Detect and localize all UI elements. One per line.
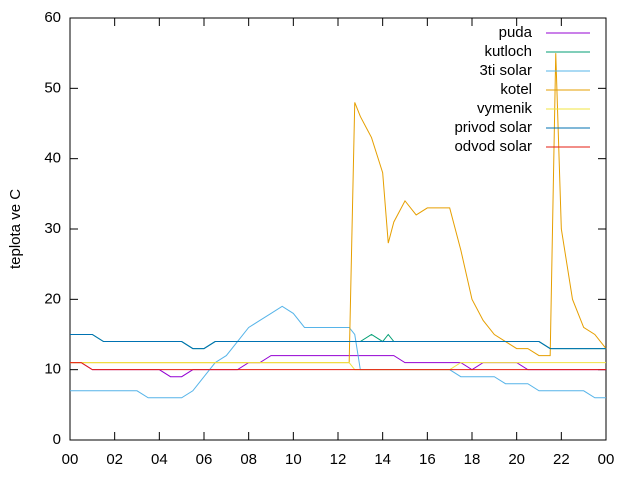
x-tick-label: 18	[464, 451, 481, 468]
y-axis-label: teplota ve C	[7, 189, 24, 269]
x-tick-label: 02	[106, 451, 123, 468]
y-tick-label: 40	[44, 150, 61, 167]
legend-label: vymenik	[477, 100, 533, 117]
legend-label: kotel	[500, 81, 532, 98]
y-tick-label: 20	[44, 290, 61, 307]
y-tick-label: 10	[44, 361, 61, 378]
y-tick-label: 50	[44, 79, 61, 96]
legend-label: odvod solar	[454, 138, 532, 155]
series-line	[70, 362, 606, 371]
y-tick-label: 30	[44, 220, 61, 237]
x-tick-label: 00	[598, 451, 615, 468]
series-line	[70, 334, 606, 350]
legend-label: kutloch	[484, 43, 532, 60]
x-tick-label: 22	[553, 451, 570, 468]
x-tick-label: 12	[330, 451, 347, 468]
x-tick-label: 10	[285, 451, 302, 468]
series-line	[70, 355, 606, 378]
y-tick-label: 60	[44, 9, 61, 26]
x-tick-label: 20	[508, 451, 525, 468]
legend-label: privod solar	[454, 119, 532, 136]
x-tick-label: 06	[196, 451, 213, 468]
x-tick-label: 16	[419, 451, 436, 468]
x-tick-label: 04	[151, 451, 168, 468]
series-line	[70, 305, 606, 399]
x-tick-label: 00	[62, 451, 79, 468]
series-line	[70, 362, 606, 371]
y-tick-label: 0	[53, 431, 61, 448]
x-tick-label: 08	[240, 451, 257, 468]
legend-label: puda	[499, 24, 533, 41]
legend-label: 3ti solar	[479, 62, 532, 79]
x-tick-label: 14	[374, 451, 391, 468]
